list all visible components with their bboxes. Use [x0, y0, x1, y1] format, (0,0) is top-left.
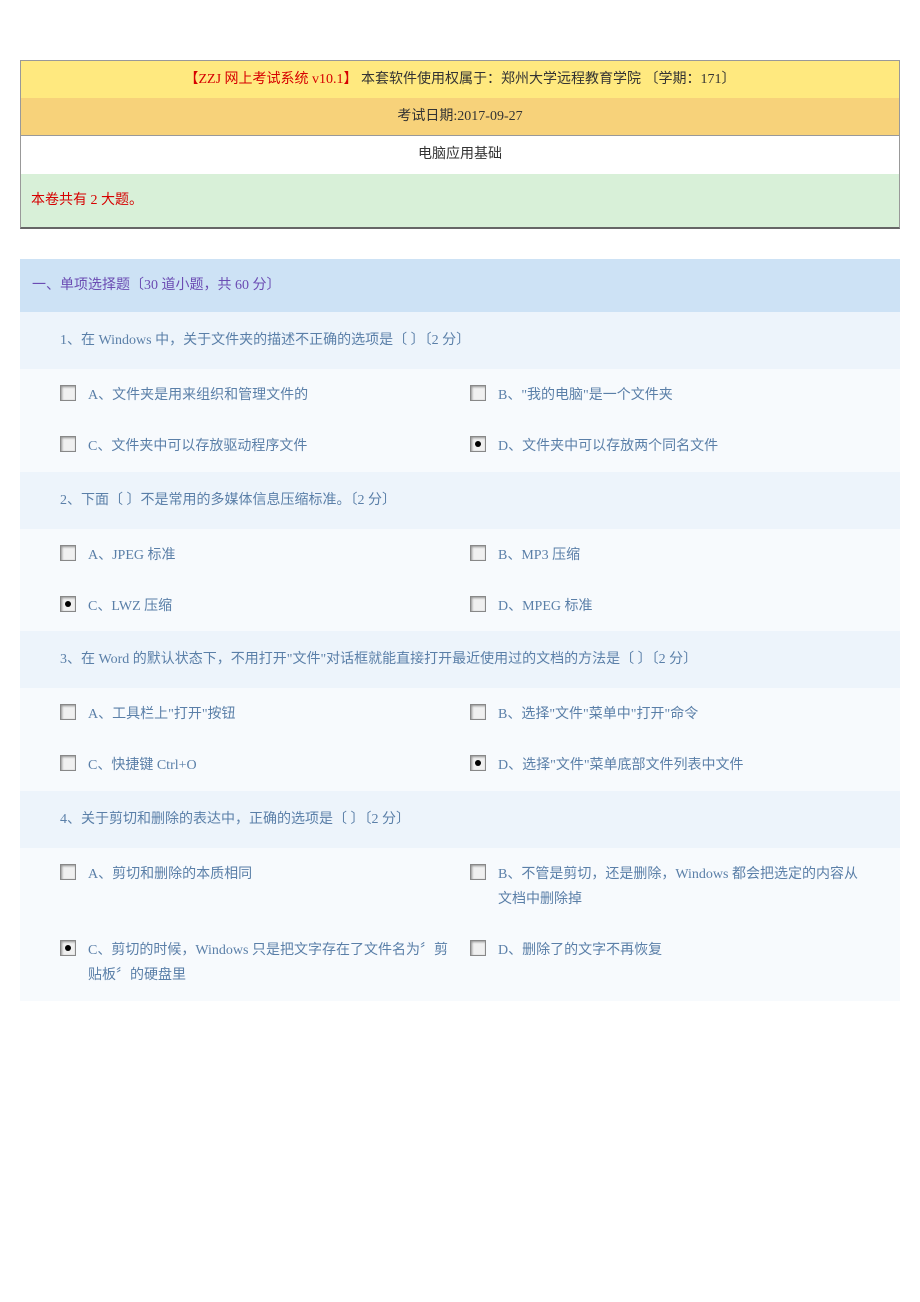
- options-row: C、快捷键 Ctrl+O D、选择"文件"菜单底部文件列表中文件: [20, 739, 900, 790]
- option-cell[interactable]: B、MP3 压缩: [470, 541, 880, 568]
- radio-icon[interactable]: [470, 940, 486, 956]
- option-cell[interactable]: A、JPEG 标准: [60, 541, 470, 568]
- option-cell[interactable]: C、剪切的时候，Windows 只是把文字存在了文件名为〞剪贴板〞的硬盘里: [60, 936, 470, 988]
- option-cell[interactable]: B、选择"文件"菜单中"打开"命令: [470, 700, 880, 727]
- options-row: A、工具栏上"打开"按钮 B、选择"文件"菜单中"打开"命令: [20, 688, 900, 739]
- radio-icon[interactable]: [470, 864, 486, 880]
- options-row: C、剪切的时候，Windows 只是把文字存在了文件名为〞剪贴板〞的硬盘里 D、删…: [20, 924, 900, 1000]
- radio-icon[interactable]: [60, 704, 76, 720]
- radio-icon[interactable]: [60, 596, 76, 612]
- question-text: 2、下面〔 〕不是常用的多媒体信息压缩标准。〔2 分〕: [20, 472, 900, 529]
- radio-icon[interactable]: [60, 864, 76, 880]
- radio-icon[interactable]: [60, 755, 76, 771]
- radio-icon[interactable]: [470, 545, 486, 561]
- question-text: 3、在 Word 的默认状态下，不用打开"文件"对话框就能直接打开最近使用过的文…: [20, 631, 900, 688]
- question-block: 3、在 Word 的默认状态下，不用打开"文件"对话框就能直接打开最近使用过的文…: [20, 631, 900, 791]
- header-system-row: 【ZZJ 网上考试系统 v10.1】 本套软件使用权属于：郑州大学远程教育学院 …: [21, 61, 899, 98]
- option-text: D、删除了的文字不再恢复: [498, 936, 662, 963]
- option-cell[interactable]: B、不管是剪切，还是删除，Windows 都会把选定的内容从文档中删除掉: [470, 860, 880, 912]
- option-text: D、选择"文件"菜单底部文件列表中文件: [498, 751, 744, 778]
- option-cell[interactable]: C、文件夹中可以存放驱动程序文件: [60, 432, 470, 459]
- option-cell[interactable]: A、文件夹是用来组织和管理文件的: [60, 381, 470, 408]
- radio-icon[interactable]: [470, 436, 486, 452]
- radio-icon[interactable]: [60, 940, 76, 956]
- option-text: B、MP3 压缩: [498, 541, 580, 568]
- option-cell[interactable]: C、LWZ 压缩: [60, 592, 470, 619]
- option-text: B、选择"文件"菜单中"打开"命令: [498, 700, 698, 727]
- radio-icon[interactable]: [60, 436, 76, 452]
- option-cell[interactable]: D、选择"文件"菜单底部文件列表中文件: [470, 751, 880, 778]
- option-cell[interactable]: A、剪切和删除的本质相同: [60, 860, 470, 912]
- license-text: 本套软件使用权属于：郑州大学远程教育学院 〔学期：171〕: [358, 72, 736, 87]
- options-row: A、剪切和删除的本质相同 B、不管是剪切，还是删除，Windows 都会把选定的内…: [20, 848, 900, 924]
- radio-icon[interactable]: [470, 385, 486, 401]
- radio-icon[interactable]: [60, 385, 76, 401]
- question-text: 4、关于剪切和删除的表达中，正确的选项是〔 〕〔2 分〕: [20, 791, 900, 848]
- option-cell[interactable]: B、"我的电脑"是一个文件夹: [470, 381, 880, 408]
- option-text: B、"我的电脑"是一个文件夹: [498, 381, 673, 408]
- option-text: A、文件夹是用来组织和管理文件的: [88, 381, 308, 408]
- option-cell[interactable]: C、快捷键 Ctrl+O: [60, 751, 470, 778]
- options-row: A、文件夹是用来组织和管理文件的 B、"我的电脑"是一个文件夹: [20, 369, 900, 420]
- question-block: 2、下面〔 〕不是常用的多媒体信息压缩标准。〔2 分〕 A、JPEG 标准 B、MP…: [20, 472, 900, 632]
- option-cell[interactable]: D、MPEG 标准: [470, 592, 880, 619]
- option-text: D、MPEG 标准: [498, 592, 593, 619]
- section-title: 一、单项选择题〔30 道小题，共 60 分〕: [20, 259, 900, 312]
- radio-icon[interactable]: [60, 545, 76, 561]
- question-block: 1、在 Windows 中，关于文件夹的描述不正确的选项是〔 〕〔2 分〕A、文…: [20, 312, 900, 472]
- questions-list: 1、在 Windows 中，关于文件夹的描述不正确的选项是〔 〕〔2 分〕A、文…: [20, 312, 900, 1001]
- option-text: A、工具栏上"打开"按钮: [88, 700, 236, 727]
- question-block: 4、关于剪切和删除的表达中，正确的选项是〔 〕〔2 分〕A、剪切和删除的本质相同…: [20, 791, 900, 1001]
- options-row: C、文件夹中可以存放驱动程序文件 D、文件夹中可以存放两个同名文件: [20, 420, 900, 471]
- exam-date: 考试日期:2017-09-27: [21, 98, 899, 135]
- option-text: A、剪切和删除的本质相同: [88, 860, 252, 887]
- options-row: A、JPEG 标准 B、MP3 压缩: [20, 529, 900, 580]
- option-text: C、LWZ 压缩: [88, 592, 172, 619]
- option-text: B、不管是剪切，还是删除，Windows 都会把选定的内容从文档中删除掉: [498, 860, 870, 912]
- option-text: C、快捷键 Ctrl+O: [88, 751, 197, 778]
- radio-icon[interactable]: [470, 704, 486, 720]
- option-text: C、剪切的时候，Windows 只是把文字存在了文件名为〞剪贴板〞的硬盘里: [88, 936, 460, 988]
- summary-bar: 本卷共有 2 大题。: [20, 174, 900, 229]
- exam-container: 【ZZJ 网上考试系统 v10.1】 本套软件使用权属于：郑州大学远程教育学院 …: [20, 60, 900, 1001]
- option-text: A、JPEG 标准: [88, 541, 176, 568]
- system-name: 【ZZJ 网上考试系统 v10.1】: [184, 72, 357, 87]
- option-text: C、文件夹中可以存放驱动程序文件: [88, 432, 307, 459]
- option-text: D、文件夹中可以存放两个同名文件: [498, 432, 718, 459]
- option-cell[interactable]: A、工具栏上"打开"按钮: [60, 700, 470, 727]
- radio-icon[interactable]: [470, 755, 486, 771]
- header-bar: 【ZZJ 网上考试系统 v10.1】 本套软件使用权属于：郑州大学远程教育学院 …: [20, 60, 900, 174]
- radio-icon[interactable]: [470, 596, 486, 612]
- options-row: C、LWZ 压缩 D、MPEG 标准: [20, 580, 900, 631]
- question-text: 1、在 Windows 中，关于文件夹的描述不正确的选项是〔 〕〔2 分〕: [20, 312, 900, 369]
- option-cell[interactable]: D、文件夹中可以存放两个同名文件: [470, 432, 880, 459]
- exam-title: 电脑应用基础: [21, 135, 899, 173]
- option-cell[interactable]: D、删除了的文字不再恢复: [470, 936, 880, 988]
